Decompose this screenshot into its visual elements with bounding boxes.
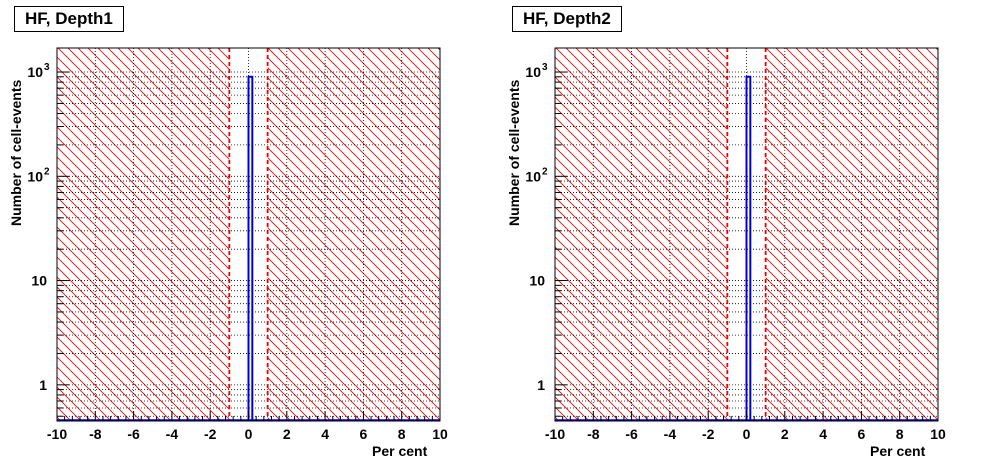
x-tick-label: -8 — [587, 426, 600, 442]
x-tick-label: 10 — [432, 426, 448, 442]
x-tick-label: 2 — [283, 426, 291, 442]
x-tick-label: 8 — [398, 426, 406, 442]
y-tick-label: 1 — [39, 377, 47, 393]
y-tick-exponent: 3 — [542, 62, 548, 73]
chart-panel-depth2: -10 -8 -6 -4 -2 0 2 4 6 8 10 1 10 10 2 10 3 HF, Depth2 N… — [498, 0, 996, 472]
shaded-region-0 — [555, 48, 728, 421]
y-tick-label: 10 — [27, 64, 43, 80]
shaded-region-1 — [267, 48, 440, 421]
x-axis-label: Per cent — [870, 443, 926, 459]
x-tick-label: 8 — [896, 426, 904, 442]
shaded-region-0 — [57, 48, 230, 421]
x-tick-label: -10 — [545, 426, 565, 442]
x-tick-label: -4 — [166, 426, 179, 442]
y-tick-exponent: 3 — [44, 62, 50, 73]
y-axis-label: Number of cell-events — [8, 79, 24, 226]
x-tick-label: 4 — [819, 426, 827, 442]
x-tick-label: 6 — [360, 426, 368, 442]
chart-title: HF, Depth1 — [14, 6, 124, 32]
y-tick-label: 10 — [529, 273, 545, 289]
y-tick-exponent: 2 — [44, 166, 50, 177]
x-tick-label: 6 — [858, 426, 866, 442]
histogram-bar-0 — [247, 75, 254, 420]
shaded-region-1 — [765, 48, 938, 421]
y-axis-label: Number of cell-events — [506, 79, 522, 226]
x-tick-label: -4 — [664, 426, 677, 442]
x-tick-label: 4 — [321, 426, 329, 442]
x-tick-label: -2 — [702, 426, 715, 442]
y-tick-label: 10 — [525, 168, 541, 184]
y-tick-label: 10 — [31, 273, 47, 289]
x-tick-label: 2 — [781, 426, 789, 442]
x-tick-label: -8 — [89, 426, 102, 442]
histogram-bar-0 — [745, 75, 752, 420]
x-tick-label: 0 — [245, 426, 253, 442]
chart-panel-depth1: -10 -8 -6 -4 -2 0 2 4 6 8 10 1 10 10 2 10 3 HF, Depth1 N… — [8, 6, 448, 459]
x-tick-label: 10 — [930, 426, 946, 442]
x-tick-label: -2 — [204, 426, 217, 442]
y-tick-label: 10 — [27, 168, 43, 184]
chart-title: HF, Depth2 — [512, 6, 622, 32]
x-tick-label: -6 — [127, 426, 140, 442]
y-tick-label: 1 — [537, 377, 545, 393]
y-tick-label: 10 — [525, 64, 541, 80]
y-tick-exponent: 2 — [542, 166, 548, 177]
x-tick-label: -6 — [625, 426, 638, 442]
x-tick-label: -10 — [47, 426, 67, 442]
x-axis-label: Per cent — [372, 443, 428, 459]
x-tick-label: 0 — [743, 426, 751, 442]
